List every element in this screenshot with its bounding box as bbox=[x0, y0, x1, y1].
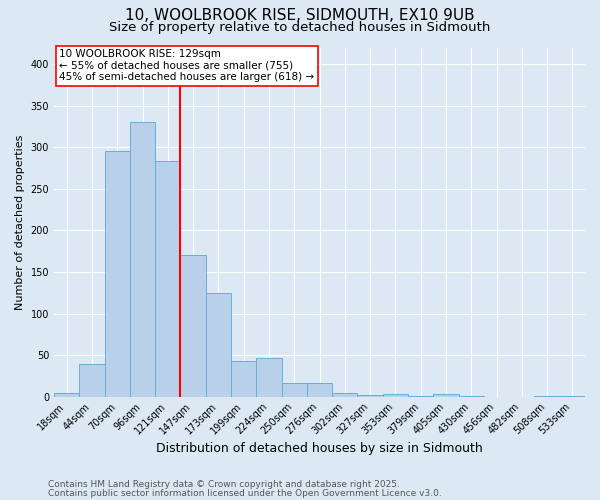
Bar bbox=[206, 293, 231, 397]
Bar bbox=[231, 361, 256, 396]
Bar bbox=[54, 392, 79, 396]
Bar bbox=[281, 384, 307, 396]
Bar bbox=[358, 395, 383, 396]
Bar bbox=[256, 358, 281, 397]
Text: Size of property relative to detached houses in Sidmouth: Size of property relative to detached ho… bbox=[109, 21, 491, 34]
Text: 10, WOOLBROOK RISE, SIDMOUTH, EX10 9UB: 10, WOOLBROOK RISE, SIDMOUTH, EX10 9UB bbox=[125, 8, 475, 22]
Bar bbox=[332, 392, 358, 396]
Bar bbox=[383, 394, 408, 396]
Text: Contains HM Land Registry data © Crown copyright and database right 2025.: Contains HM Land Registry data © Crown c… bbox=[48, 480, 400, 489]
X-axis label: Distribution of detached houses by size in Sidmouth: Distribution of detached houses by size … bbox=[156, 442, 483, 455]
Bar bbox=[130, 122, 155, 396]
Bar bbox=[181, 256, 206, 396]
Bar bbox=[307, 382, 332, 396]
Y-axis label: Number of detached properties: Number of detached properties bbox=[15, 134, 25, 310]
Text: 10 WOOLBROOK RISE: 129sqm
← 55% of detached houses are smaller (755)
45% of semi: 10 WOOLBROOK RISE: 129sqm ← 55% of detac… bbox=[59, 49, 314, 82]
Bar bbox=[79, 364, 104, 396]
Bar bbox=[433, 394, 458, 396]
Bar bbox=[104, 152, 130, 396]
Text: Contains public sector information licensed under the Open Government Licence v3: Contains public sector information licen… bbox=[48, 489, 442, 498]
Bar bbox=[155, 160, 181, 396]
